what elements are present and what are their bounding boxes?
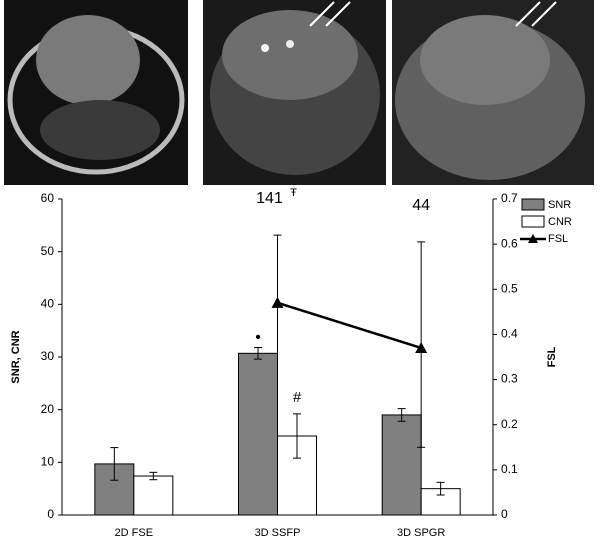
bar <box>238 352 278 516</box>
bar <box>277 435 317 516</box>
x-tick-label: 2D FSE <box>115 527 154 539</box>
y2-tick-label: 0.1 <box>501 462 518 476</box>
legend-label: FSL <box>548 233 568 245</box>
y2-tick-label: 0.3 <box>501 372 518 386</box>
legend-swatch <box>521 198 545 211</box>
y2-tick-label: 0 <box>501 507 508 521</box>
y-tick-label: 20 <box>41 402 55 416</box>
legend-label: CNR <box>548 216 572 228</box>
y2-tick-label: 0.2 <box>501 417 518 431</box>
y-tick-label: 60 <box>41 191 55 205</box>
mri-images <box>4 0 594 185</box>
annotation: 44 <box>412 197 430 214</box>
bar <box>133 475 174 516</box>
y2-tick-label: 0.6 <box>501 236 518 250</box>
legend-marker <box>528 234 538 243</box>
y-axis-label: SNR, CNR <box>10 330 22 383</box>
y2-tick-label: 0.4 <box>501 327 518 341</box>
y-tick-label: 40 <box>41 297 55 311</box>
annotation: Ŧ <box>290 187 297 199</box>
y2-tick-label: 0.7 <box>501 191 518 205</box>
x-tick-label: 3D SPGR <box>397 527 445 539</box>
annotation: # <box>293 389 302 406</box>
y-tick-label: 0 <box>47 507 54 521</box>
y2-axis-label: FSL <box>546 346 558 367</box>
marker <box>415 341 428 353</box>
y-tick-label: 30 <box>41 349 55 363</box>
annotation: • <box>255 329 261 346</box>
annotation: 141 <box>256 190 283 207</box>
y2-tick-label: 0.5 <box>501 281 518 295</box>
bar <box>381 414 422 516</box>
y-tick-label: 50 <box>41 244 55 258</box>
legend-label: SNR <box>548 199 571 211</box>
marker <box>271 296 284 308</box>
x-tick-label: 3D SSFP <box>255 527 301 539</box>
legend-swatch <box>521 215 545 228</box>
line <box>277 301 422 350</box>
y-tick-label: 10 <box>41 455 55 469</box>
